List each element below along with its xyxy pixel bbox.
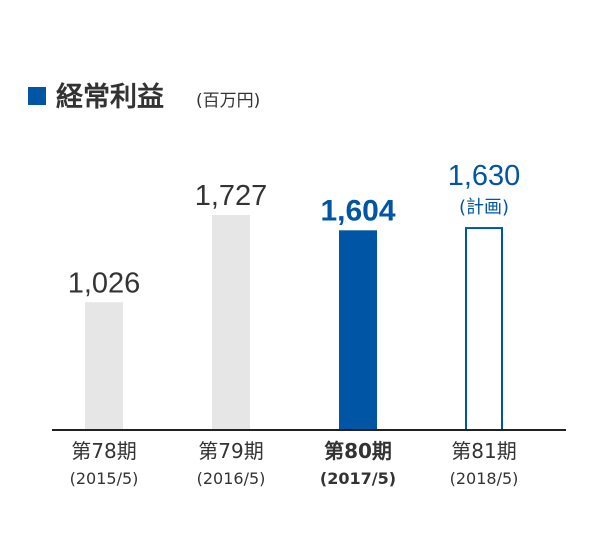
period-label-2: (2017/5) bbox=[320, 469, 396, 488]
note-label-3: (計画) bbox=[459, 197, 509, 218]
value-label-3: 1,630 bbox=[448, 160, 521, 192]
value-label-1: 1,727 bbox=[195, 180, 268, 212]
category-label-0: 第78期 bbox=[71, 439, 136, 463]
period-label-0: (2015/5) bbox=[70, 469, 139, 488]
category-label-2: 第80期 bbox=[324, 439, 392, 463]
title-marker bbox=[28, 87, 46, 105]
bar-3 bbox=[465, 227, 503, 431]
bars-group: 1,026 第78期 (2015/5) 1,727 第79期 (2016/5) 1,604 第… bbox=[68, 160, 521, 488]
category-label-1: 第79期 bbox=[198, 439, 263, 463]
chart-title: 経常利益 bbox=[56, 81, 164, 113]
value-label-2: 1,604 bbox=[320, 194, 395, 227]
value-label-0: 1,026 bbox=[68, 267, 141, 299]
period-label-3: (2018/5) bbox=[450, 469, 519, 488]
category-label-3: 第81期 bbox=[451, 439, 516, 463]
bar-0 bbox=[85, 302, 123, 430]
bar-1 bbox=[212, 215, 250, 430]
bar-2 bbox=[339, 230, 377, 430]
chart-unit: (百万円) bbox=[196, 91, 260, 111]
period-label-1: (2016/5) bbox=[197, 469, 266, 488]
